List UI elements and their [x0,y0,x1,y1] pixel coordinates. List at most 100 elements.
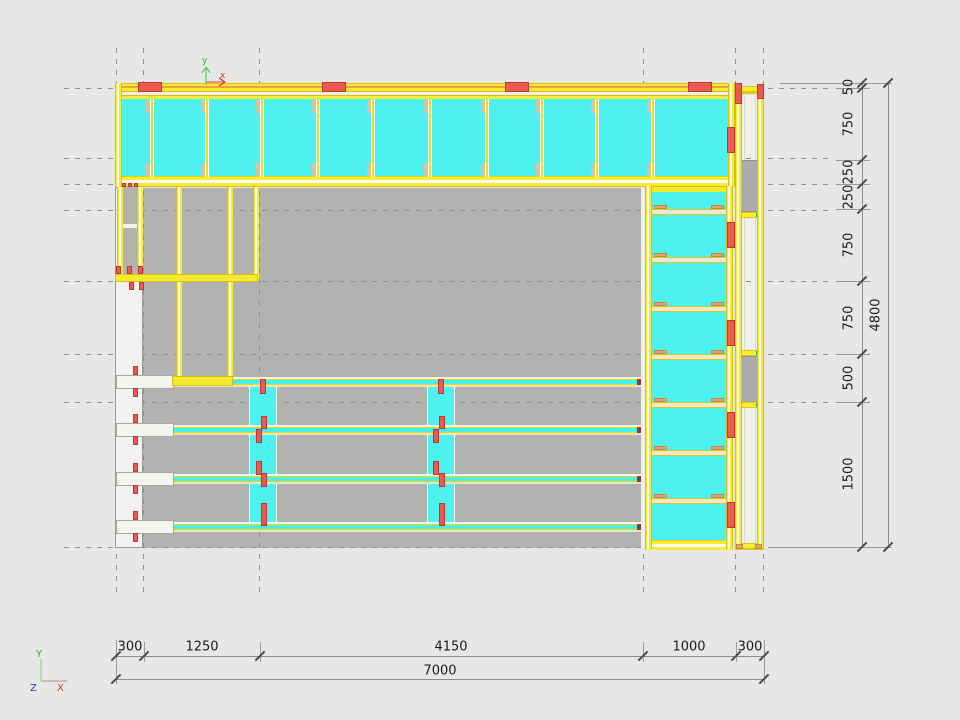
panel-top-rail [115,95,735,100]
prop-clip [261,416,267,429]
bar-clamp [139,282,144,290]
prop-clip [439,503,445,526]
bar-clamp [116,266,121,274]
dim-extension [780,83,892,84]
stack-rail [652,205,726,215]
dim-extension [116,640,117,684]
top-pin [128,183,132,187]
tie-mark [133,388,138,397]
bar-clamp [127,266,132,274]
tie-mark [133,485,138,494]
dim-extension [260,642,261,662]
prop-clip [439,416,445,429]
grid-line-h [64,281,834,282]
waler-end-mark [637,427,641,433]
stack-rail [652,446,726,456]
stack-rail [652,253,726,263]
dim-extension [836,209,870,210]
ucs-triad-top: y x [201,56,226,87]
prop-clip [256,429,262,443]
strip-spacer-block [741,356,758,403]
right-panel-column [652,192,726,540]
prop-band [249,385,277,522]
dim-extension [768,547,892,548]
strip-right-rail [757,84,764,549]
strip-inner-line [744,96,745,543]
stack-rail [652,302,726,312]
strip-clamp [757,84,764,99]
panel-joint [647,99,655,177]
frame-post [253,187,259,281]
strip-spacer-block [741,160,758,212]
grid-line-v [143,48,144,598]
tie-mark [133,436,138,445]
bar-clamp [129,282,134,290]
dim-extension [764,640,765,684]
bar-clamp [138,266,143,274]
prop-clip [260,379,266,394]
prop-clip [438,379,444,394]
column-clamp [727,127,735,153]
origin-axis-z-label: Z [30,683,37,692]
dim-extension [643,642,644,662]
wall-right-edge [641,188,645,548]
dim-extension [836,402,870,403]
dim-line-right-total [888,83,889,547]
beam-gap [115,92,735,95]
stack-rail [652,494,726,504]
strip-inner-line [755,96,756,543]
frame-post [227,187,233,383]
panel-joint [256,99,264,177]
column-clamp [727,222,735,248]
right-dim-1500: 1500 [841,457,857,491]
dim-extension [836,160,870,161]
waler-rail [143,474,641,484]
bottom-dim-1250: 1250 [185,639,219,655]
stack-rail [652,350,726,360]
right-dim-500: 500 [841,365,857,391]
grid-line-h [64,547,834,548]
waler-end-mark [637,379,641,385]
right-column-bottom-rail [645,540,733,550]
panel-joint [591,99,599,177]
left-column-infill [122,187,139,281]
tie-mark [133,366,138,375]
strip-left-rail [735,84,742,549]
prop-clip [433,429,439,443]
bottom-dim-total-7000: 7000 [423,663,457,679]
right-dim-50: 50 [841,78,857,96]
panel-joint [424,99,432,177]
column-clamp [727,502,735,528]
grid-line-v [259,48,260,598]
dim-line-right-chain [862,83,863,547]
waler-rail [143,425,641,435]
beam-clamp [505,82,529,92]
panel-bottom-rail [115,176,735,187]
panel-joint [481,99,489,177]
waler-yoke [172,376,233,386]
ucs-triad-origin: Y Z X [30,649,67,692]
concrete-wall-area [143,188,641,548]
grid-line-h [64,354,834,355]
strip-foot-clip [736,544,743,549]
left-column-stud [117,187,123,281]
strip-top-cap [741,86,758,94]
column-clamp [727,320,735,346]
left-column-partition [122,224,139,228]
tie-mark [133,533,138,542]
column-clamp [727,412,735,438]
prop-clip [433,461,439,475]
dim-line-bottom-total [116,679,764,680]
beam-clamp [138,82,162,92]
prop-clip [261,473,267,487]
waler-sleeve [116,375,174,389]
tie-mark [133,463,138,472]
waler-sleeve [116,423,174,437]
tie-mark [133,511,138,520]
top-band-left-frame [115,83,122,187]
dim-extension [144,642,145,662]
panel-joint [201,99,209,177]
prop-clip [261,503,267,526]
right-dim-750a: 750 [841,111,857,137]
